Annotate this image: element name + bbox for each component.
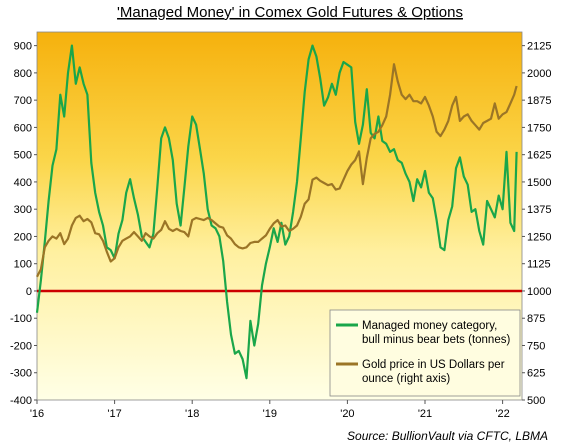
legend-label-gold-price-1: Gold price in US Dollars per (362, 359, 505, 371)
series-managed-money-line (35, 44, 518, 380)
left-tick-label: 700 (14, 95, 32, 107)
left-tick-label: 0 (26, 286, 32, 298)
left-tick-label: -400 (10, 395, 32, 407)
x-tick-label: '21 (418, 408, 432, 420)
right-axis: 500 625 750 875 1000 1125 1250 1375 1500 1625 1750… (522, 41, 551, 407)
right-tick-label: 1250 (527, 231, 551, 243)
left-tick-label: 500 (14, 150, 32, 162)
legend: Managed money category, bull minus bear … (329, 309, 521, 397)
right-tick-label: 2125 (527, 41, 551, 53)
source-note: Source: BullionVault via CFTC, LBMA (347, 429, 548, 443)
right-tick-label: 1750 (527, 122, 551, 134)
x-tick-label: '17 (107, 408, 121, 420)
x-tick-label: '16 (30, 408, 44, 420)
left-tick-label: 800 (14, 68, 32, 80)
right-tick-label: 1125 (527, 259, 551, 271)
right-tick-label: 875 (527, 313, 545, 325)
x-tick-label: '18 (185, 408, 199, 420)
legend-label-gold-price-2: ounce (right axis) (362, 373, 450, 385)
series-gold-price-line (36, 63, 518, 278)
legend-label-managed-money-2: bull minus bear bets (tonnes) (362, 334, 510, 346)
chart-title: 'Managed Money' in Comex Gold Futures & … (117, 4, 463, 21)
left-tick-label: -200 (10, 340, 32, 352)
legend-box (329, 309, 521, 397)
right-tick-label: 1875 (527, 95, 551, 107)
x-tick-label: '19 (263, 408, 277, 420)
left-axis: -400 -300 -200 -100 0 100 200 300 400 500 600 700 80… (10, 41, 37, 407)
left-tick-label: 400 (14, 177, 32, 189)
right-tick-label: 500 (527, 395, 545, 407)
x-tick-label: '20 (340, 408, 354, 420)
left-tick-label: 100 (14, 259, 32, 271)
left-tick-label: 200 (14, 231, 32, 243)
right-tick-label: 1500 (527, 177, 551, 189)
legend-label-managed-money-1: Managed money category, (362, 320, 497, 332)
left-tick-label: 600 (14, 122, 32, 134)
left-tick-label: 900 (14, 41, 32, 53)
right-tick-label: 1375 (527, 204, 551, 216)
left-tick-label: 300 (14, 204, 32, 216)
right-tick-label: 625 (527, 368, 545, 380)
right-tick-label: 1625 (527, 150, 551, 162)
right-tick-label: 2000 (527, 68, 551, 80)
series-layer (35, 44, 518, 380)
x-tick-label: '22 (495, 408, 509, 420)
left-tick-label: -100 (10, 313, 32, 325)
right-tick-label: 1000 (527, 286, 551, 298)
x-axis: '16 '17 '18 '19 '20 '21 '22 (30, 400, 510, 420)
right-tick-label: 750 (527, 340, 545, 352)
left-tick-label: -300 (10, 368, 32, 380)
